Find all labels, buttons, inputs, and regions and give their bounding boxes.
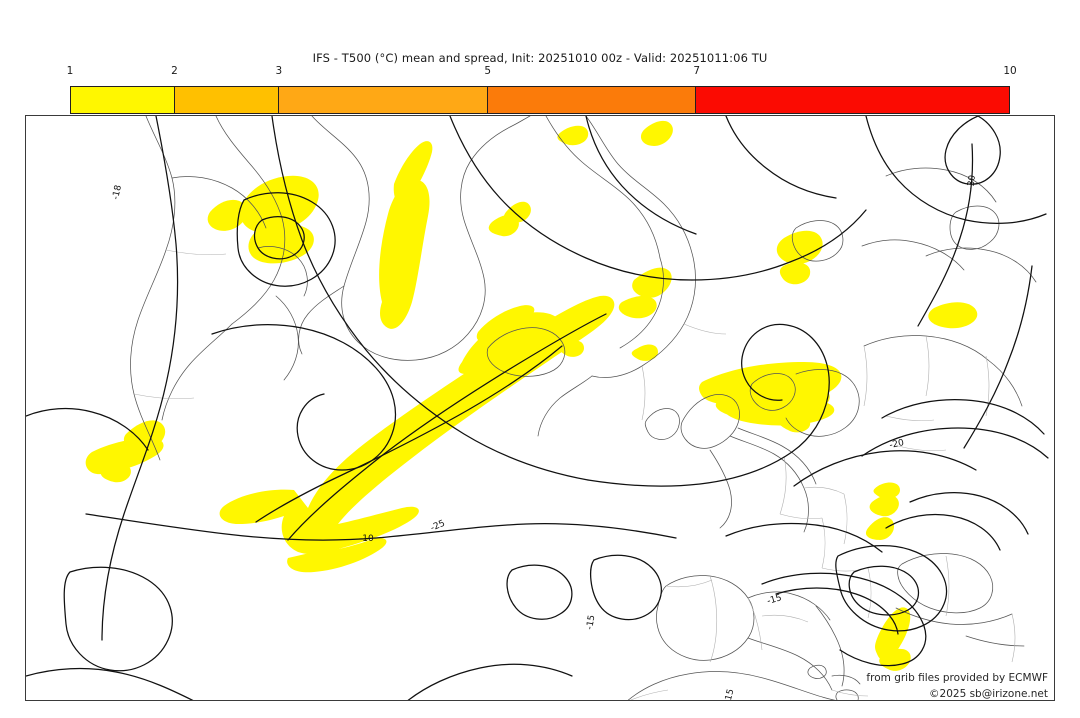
contour-label: -15 <box>766 593 783 607</box>
coastlines <box>130 116 1037 700</box>
colorbar-band-7-10 <box>696 87 1009 113</box>
contour-label: -15 <box>723 688 736 701</box>
colorbar-tick-7: 7 <box>693 65 700 77</box>
contour-label: -10 <box>359 534 374 544</box>
copyright-credit: ©2025 sb@irizone.net <box>929 688 1048 700</box>
contour-lines <box>26 116 1049 700</box>
colorbar-tick-labels: 1 2 3 5 7 10 <box>66 65 1017 83</box>
colorbar-bands <box>70 86 1010 114</box>
colorbar-band-1-2 <box>71 87 176 113</box>
spread-shading-low <box>85 120 978 671</box>
colorbar-band-5-7 <box>487 87 697 113</box>
map-panel[interactable]: -10 -25 -18 -30 -15 -15 -15 -20 <box>25 115 1055 701</box>
page-title: IFS - T500 (°C) mean and spread, Init: 2… <box>312 51 768 65</box>
contour-label: -15 <box>585 614 597 630</box>
contour-labels: -10 -25 -18 -30 -15 -15 -15 -20 <box>111 174 978 701</box>
colorbar-tick-5: 5 <box>484 65 492 77</box>
colorbar-tick-2: 2 <box>171 65 178 77</box>
country-borders <box>133 249 1016 700</box>
contour-label: -18 <box>111 184 124 201</box>
colorbar-tick-10: 10 <box>1003 65 1017 77</box>
colorbar-band-3-5 <box>279 87 488 113</box>
contour-label: -20 <box>889 438 906 451</box>
colorbar-tick-1: 1 <box>66 65 74 77</box>
colorbar-band-2-3 <box>175 87 280 113</box>
colorbar-tick-3: 3 <box>275 65 283 77</box>
source-credit: from grib files provided by ECMWF <box>866 672 1048 684</box>
map-canvas: -10 -25 -18 -30 -15 -15 -15 -20 <box>26 116 1049 701</box>
colorbar: 1 2 3 5 7 10 <box>67 65 1017 114</box>
contour-label: -30 <box>966 174 978 190</box>
